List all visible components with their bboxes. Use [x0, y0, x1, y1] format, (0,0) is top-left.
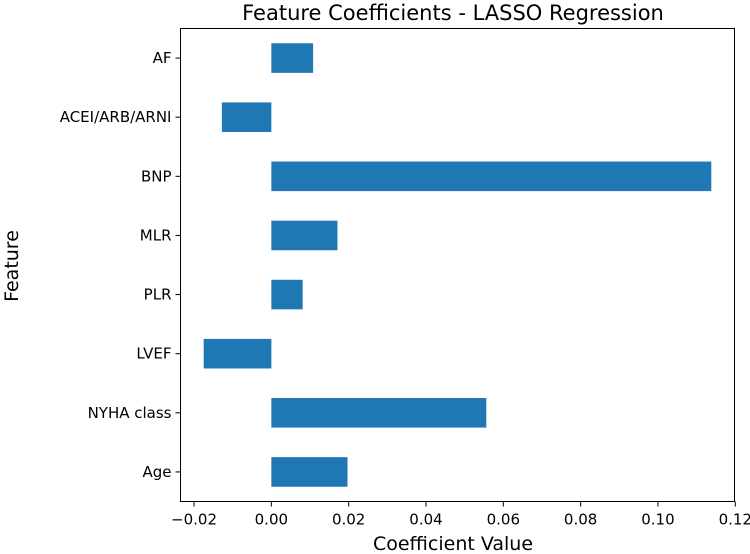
- bar-mlr: [271, 220, 338, 251]
- bar-plr: [271, 279, 303, 310]
- x-tick-label: 0.12: [719, 511, 750, 529]
- x-axis-ticks: −0.02 0.00 0.02 0.04 0.06 0.08 0.10 0.12: [171, 501, 750, 529]
- plot-frame: [180, 28, 735, 502]
- x-tick-label: 0.00: [255, 511, 288, 529]
- bar-nyha-class: [271, 398, 487, 428]
- x-axis-label: Coefficient Value: [373, 533, 533, 554]
- x-tick-label: −0.02: [171, 511, 217, 529]
- y-tick-label: ACEI/ARB/ARNI: [60, 108, 172, 126]
- x-tick-label: 0.08: [564, 511, 597, 529]
- x-tick-label: 0.02: [332, 511, 365, 529]
- y-tick-label: AF: [153, 49, 172, 67]
- y-axis-label: Feature: [1, 230, 23, 302]
- chart-title: Feature Coefficients - LASSO Regression: [242, 1, 664, 25]
- x-tick-label: 0.04: [409, 511, 442, 529]
- bar-bnp: [271, 161, 712, 192]
- y-tick-label: Age: [142, 463, 171, 481]
- bar-lvef: [203, 338, 272, 369]
- x-tick-label: 0.10: [641, 511, 674, 529]
- bar-age: [271, 457, 348, 487]
- bars-group: [203, 43, 712, 487]
- bar-af: [271, 43, 314, 73]
- y-tick-label: MLR: [140, 226, 172, 244]
- x-tick-label: 0.06: [487, 511, 520, 529]
- y-tick-label: NYHA class: [88, 404, 172, 422]
- y-axis-ticks: AF ACEI/ARB/ARNI BNP MLR PLR LVEF NYHA class Ag…: [60, 49, 181, 481]
- y-tick-label: BNP: [141, 167, 172, 185]
- y-tick-label: LVEF: [136, 345, 171, 363]
- y-tick-label: PLR: [144, 286, 172, 304]
- bar-acei-arb-arni: [221, 102, 272, 132]
